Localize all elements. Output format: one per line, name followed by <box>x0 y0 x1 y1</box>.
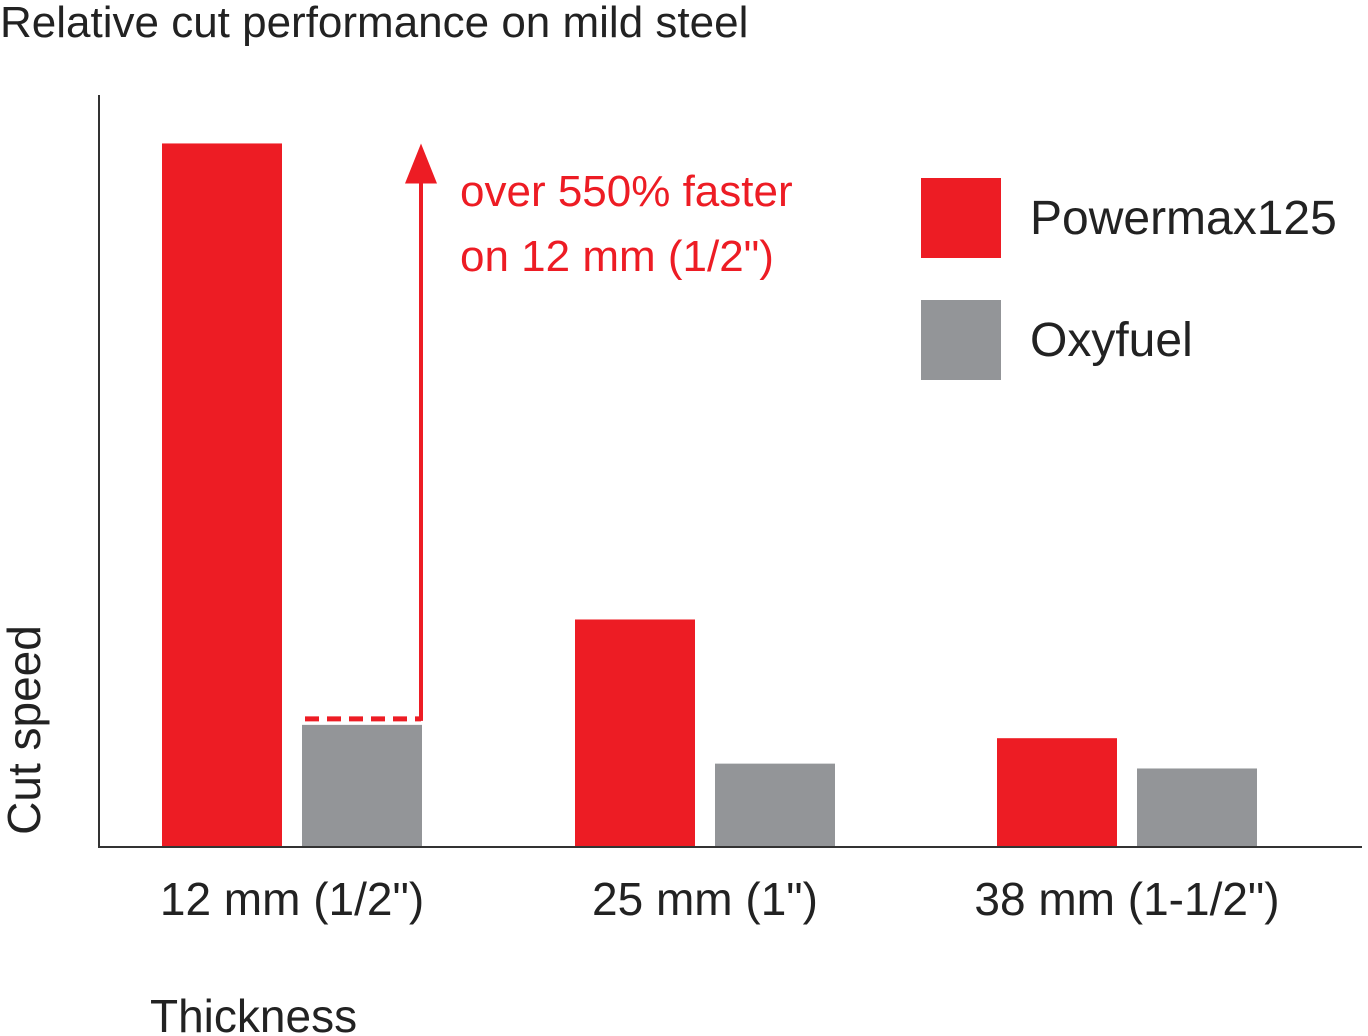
bar-oxyfuel-1 <box>715 763 835 846</box>
y-axis-label: Cut speed <box>0 625 50 835</box>
legend-swatch-powermax125 <box>921 178 1001 258</box>
chart-title: Relative cut performance on mild steel <box>0 0 748 47</box>
bar-powermax125-1 <box>575 619 695 846</box>
legend-swatch-oxyfuel <box>921 300 1001 380</box>
bar-oxyfuel-0 <box>302 724 422 846</box>
arrow-up-icon <box>405 143 437 184</box>
x-tick-label: 38 mm (1-1/2") <box>974 873 1279 925</box>
x-axis-label: Thickness <box>150 990 357 1036</box>
bar-powermax125-2 <box>997 738 1117 846</box>
annotation-line-1: over 550% faster <box>460 167 793 216</box>
legend-label-oxyfuel: Oxyfuel <box>1030 314 1193 367</box>
x-tick-label: 12 mm (1/2") <box>160 873 424 925</box>
bar-powermax125-0 <box>162 143 282 847</box>
bar-oxyfuel-2 <box>1137 768 1257 846</box>
x-tick-label: 25 mm (1") <box>592 873 818 925</box>
legend-label-powermax125: Powermax125 <box>1030 192 1337 245</box>
annotation-line-2: on 12 mm (1/2") <box>460 232 774 281</box>
